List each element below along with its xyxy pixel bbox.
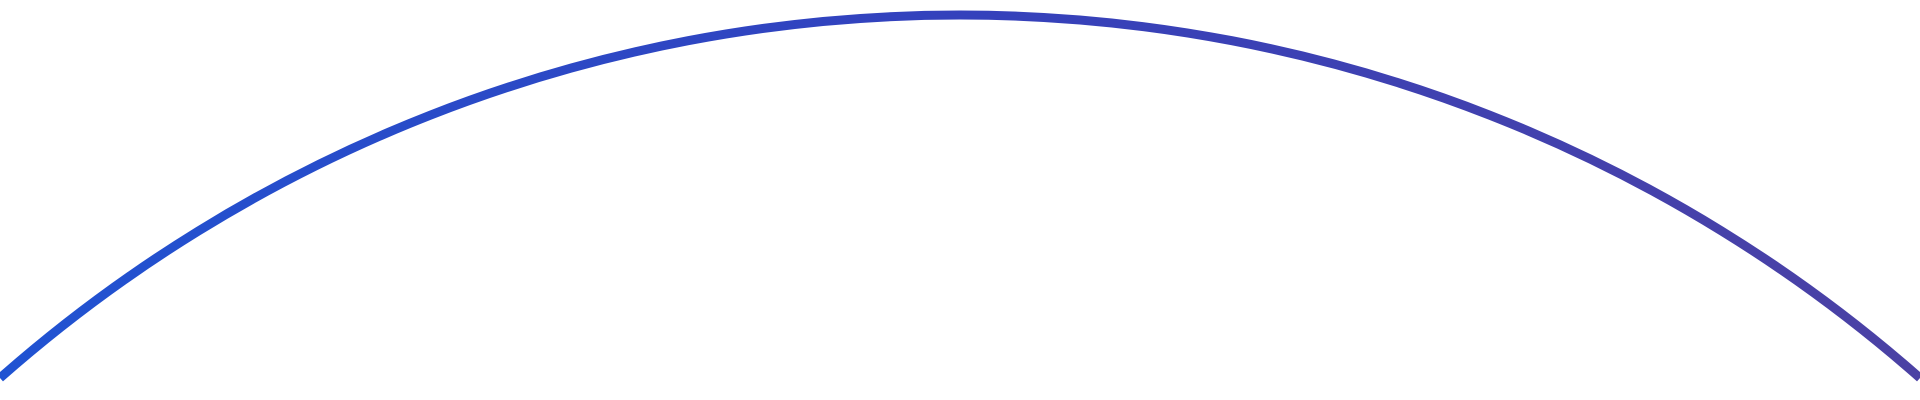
- curve-path: [0, 10, 1920, 382]
